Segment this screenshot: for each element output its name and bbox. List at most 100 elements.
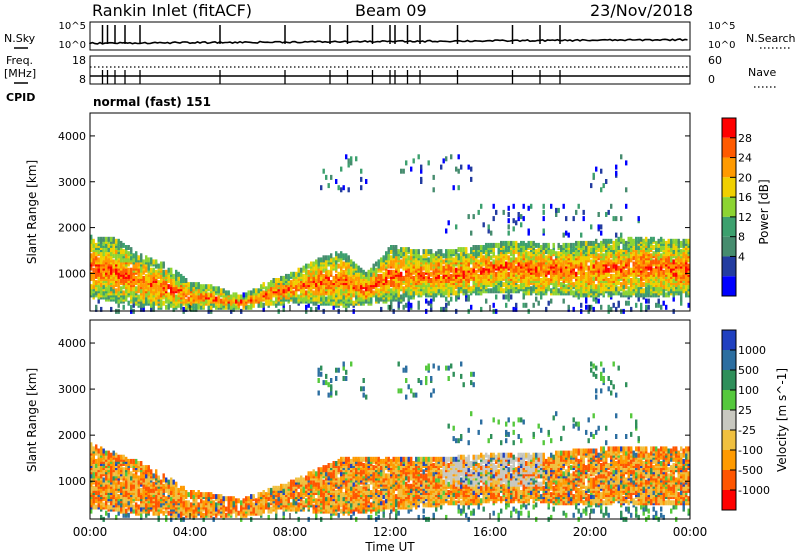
heatmap-cell [302, 273, 305, 279]
heatmap-cell [152, 510, 155, 516]
heatmap-cell [177, 280, 180, 286]
colorbar-swatch [722, 157, 736, 178]
heatmap-cell [277, 278, 280, 283]
heatmap-cell [342, 269, 345, 275]
heatmap-cell [447, 263, 450, 269]
heatmap-cell [287, 273, 290, 279]
heatmap-cell [125, 490, 128, 495]
nave-tick-bottom: 0 [708, 73, 715, 86]
heatmap-cell [667, 255, 670, 261]
heatmap-cell [325, 296, 328, 302]
heatmap-cell [230, 294, 233, 300]
heatmap-cell [660, 253, 663, 259]
heatmap-cell [322, 284, 325, 290]
heatmap-cell [675, 245, 678, 250]
heatmap-cell [655, 240, 658, 246]
heatmap-cell [257, 288, 260, 294]
heatmap-cell [140, 306, 143, 312]
heatmap-cell [557, 288, 560, 294]
heatmap-cell [390, 288, 393, 294]
heatmap-cell [657, 298, 660, 304]
heatmap-cell [427, 282, 430, 288]
heatmap-cell [127, 251, 130, 257]
heatmap-cell [127, 512, 130, 518]
heatmap-cell [510, 257, 513, 263]
heatmap-cell [347, 187, 350, 193]
heatmap-cell [560, 267, 563, 273]
heatmap-cell [655, 267, 658, 273]
heatmap-cell [652, 245, 655, 250]
heatmap-cell [395, 288, 398, 294]
heatmap-cell [225, 290, 228, 296]
heatmap-cell [647, 271, 650, 277]
heatmap-cell [115, 514, 118, 520]
heatmap-cell [137, 255, 140, 261]
heatmap-cell [210, 292, 213, 298]
heatmap-cell [642, 282, 645, 288]
heatmap-cell [402, 247, 405, 253]
heatmap-cell [95, 444, 98, 450]
heatmap-cell [582, 267, 585, 273]
heatmap-cell [665, 245, 668, 250]
heatmap-cell [657, 265, 660, 271]
heatmap-cell [340, 251, 343, 257]
heatmap-cell [545, 242, 548, 248]
heatmap-cell [652, 259, 655, 265]
heatmap-cell [320, 185, 323, 191]
heatmap-cell [100, 456, 103, 462]
heatmap-cell [502, 282, 505, 288]
heatmap-cell [425, 267, 428, 273]
heatmap-cell [577, 294, 580, 300]
heatmap-cell [680, 240, 683, 246]
heatmap-cell [127, 284, 130, 290]
heatmap-cell [222, 288, 225, 294]
heatmap-cell [147, 286, 150, 292]
heatmap-cell [635, 278, 638, 283]
heatmap-cell [557, 251, 560, 257]
power-ylabel: Slant Range [km] [25, 160, 39, 264]
heatmap-cell [605, 179, 608, 184]
heatmap-cell [292, 290, 295, 296]
heatmap-cell [642, 271, 645, 277]
heatmap-cell [140, 300, 143, 306]
heatmap-cell [135, 458, 138, 464]
heatmap-cell [112, 487, 115, 493]
heatmap-cell [607, 257, 610, 263]
heatmap-cell [472, 263, 475, 269]
heatmap-cell [605, 259, 608, 265]
heatmap-cell [460, 257, 463, 263]
heatmap-cell [342, 253, 345, 259]
heatmap-cell [345, 298, 348, 304]
heatmap-cell [600, 187, 603, 193]
heatmap-cell [92, 242, 95, 248]
heatmap-cell [162, 300, 165, 306]
heatmap-cell [677, 257, 680, 263]
power-heatmap [90, 154, 690, 314]
heatmap-cell [237, 300, 240, 306]
colorbar-tick-label: 20 [738, 171, 752, 184]
heatmap-cell [652, 286, 655, 292]
heatmap-cell [95, 504, 98, 510]
heatmap-cell [617, 286, 620, 292]
freq-tick-bottom: 8 [79, 73, 86, 86]
heatmap-cell [137, 261, 140, 267]
heatmap-cell [135, 257, 138, 263]
cpid-value: normal (fast) 151 [93, 95, 211, 109]
heatmap-cell [267, 282, 270, 288]
heatmap-cell [167, 273, 170, 279]
heatmap-cell [387, 280, 390, 286]
heatmap-cell [545, 265, 548, 271]
heatmap-cell [667, 290, 670, 296]
heatmap-cell [430, 302, 433, 308]
heatmap-cell [117, 469, 120, 475]
heatmap-cell [232, 292, 235, 298]
heatmap-cell [480, 290, 483, 296]
heatmap-cell [157, 263, 160, 269]
heatmap-cell [587, 255, 590, 261]
heatmap-cell [147, 485, 150, 491]
heatmap-cell [97, 298, 100, 304]
heatmap-cell [387, 304, 390, 310]
heatmap-cell [365, 179, 368, 184]
heatmap-cell [155, 269, 158, 275]
heatmap-cell [437, 249, 440, 255]
